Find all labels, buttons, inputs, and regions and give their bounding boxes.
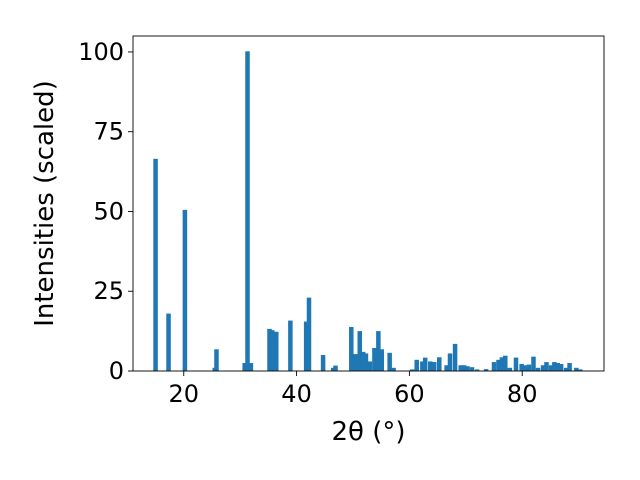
bar (428, 361, 433, 371)
bar (499, 357, 505, 371)
bar (349, 326, 354, 371)
bar (483, 369, 489, 371)
x-tick-label: 20 (168, 380, 199, 408)
bar (274, 331, 279, 371)
bar (578, 369, 583, 371)
bar (531, 356, 536, 371)
bar (447, 353, 453, 371)
bar (526, 364, 532, 371)
bar (458, 365, 463, 371)
bar (544, 362, 549, 371)
y-tick-label: 50 (93, 197, 124, 225)
bar (414, 359, 419, 371)
bar (491, 362, 497, 371)
bar (469, 367, 475, 371)
bar (303, 321, 309, 371)
x-tick-label: 80 (507, 380, 538, 408)
bar (379, 349, 385, 371)
bar (522, 365, 528, 371)
bar (496, 359, 501, 371)
bar (535, 367, 541, 371)
bar (245, 51, 250, 372)
x-tick-label: 40 (281, 380, 312, 408)
bar (574, 367, 579, 371)
bar (465, 366, 470, 371)
bar (320, 355, 326, 371)
bar (422, 357, 428, 371)
y-axis-label: Intensities (scaled) (30, 80, 60, 327)
bar (431, 362, 437, 371)
x-axis-ticks: 20 40 60 80 (168, 371, 537, 408)
bar (452, 343, 458, 371)
x-axis-label: 2θ (°) (331, 417, 405, 447)
x-tick-label: 60 (394, 380, 425, 408)
bar (444, 365, 449, 371)
bar (153, 158, 158, 371)
bar (507, 367, 513, 371)
bar (357, 331, 363, 371)
bar (519, 363, 524, 371)
y-axis-ticks: 0 25 50 75 100 (78, 38, 133, 385)
bar (352, 354, 358, 371)
bar (461, 365, 467, 371)
bar (563, 367, 569, 371)
y-tick-label: 75 (93, 118, 124, 146)
bar (387, 352, 392, 371)
bar (367, 361, 373, 371)
bar (248, 363, 254, 371)
bar (558, 363, 564, 371)
bar (420, 361, 425, 371)
bar (372, 348, 377, 371)
bar (437, 357, 442, 371)
bar (391, 367, 396, 371)
plot-frame (132, 35, 605, 372)
y-tick-label: 100 (78, 38, 124, 66)
bar (166, 313, 171, 371)
bar (214, 349, 219, 371)
bar (360, 351, 366, 371)
bar (363, 353, 369, 371)
bar (288, 320, 293, 371)
bar (267, 328, 272, 371)
bar (552, 362, 557, 371)
bar (333, 365, 338, 371)
bar-group (153, 51, 583, 372)
bar (376, 331, 381, 371)
bar (242, 363, 247, 371)
bar (513, 357, 519, 371)
bar (548, 365, 554, 371)
bar (567, 363, 572, 371)
bar (330, 367, 336, 371)
bar (474, 369, 480, 371)
bar (555, 363, 560, 371)
bar (409, 369, 415, 371)
bar (306, 297, 312, 371)
bar (270, 330, 275, 371)
bar (540, 365, 546, 371)
y-tick-label: 0 (109, 357, 124, 385)
bar (503, 355, 508, 371)
y-tick-label: 25 (93, 277, 124, 305)
bar (182, 209, 188, 371)
